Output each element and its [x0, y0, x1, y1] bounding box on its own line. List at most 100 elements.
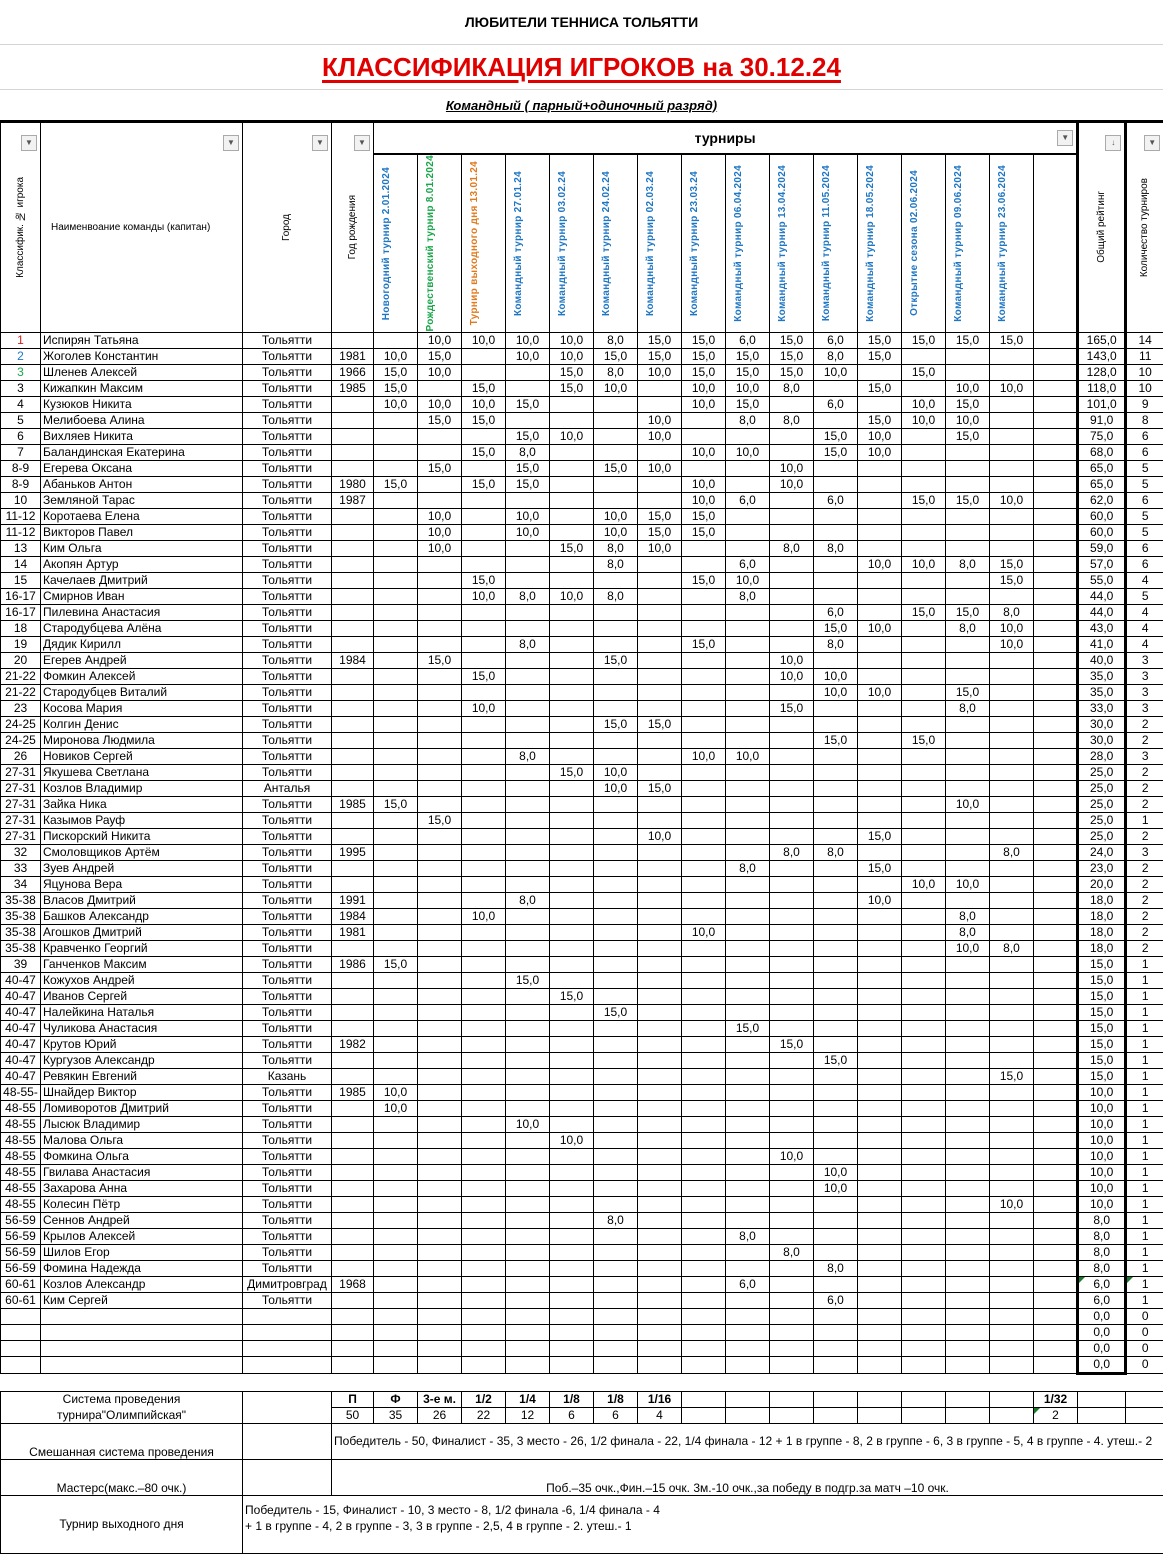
player-name: [41, 1340, 243, 1356]
tournament-header[interactable]: Командный турнир 23.06.2024: [990, 154, 1034, 332]
total-rating: 25,0: [1078, 828, 1126, 844]
tournament-label: Новогодний турнир 2.01.2024: [381, 167, 411, 320]
score-cell: [858, 1292, 902, 1308]
header-city[interactable]: ▼Город: [243, 122, 332, 333]
tournament-header[interactable]: Турнир выходного дня 13.01.24: [462, 154, 506, 332]
filter-dropdown-icon[interactable]: ▼: [1057, 130, 1073, 146]
tournament-header[interactable]: Новогодний турнир 2.01.2024: [374, 154, 418, 332]
score-cell: [374, 1116, 418, 1132]
tournament-header[interactable]: Командный турнир 24.02.24: [594, 154, 638, 332]
score-cell: [374, 1036, 418, 1052]
header-rank[interactable]: ▼Классифик. № игрока: [1, 122, 41, 333]
score-cell: 10,0: [682, 380, 726, 396]
empty-cell: [1034, 1244, 1078, 1260]
city-cell: Тольятти: [243, 764, 332, 780]
score-cell: [770, 524, 814, 540]
tournament-header[interactable]: Командный турнир 13.04.2024: [770, 154, 814, 332]
tournament-header[interactable]: Командный турнир 02.03.24: [638, 154, 682, 332]
score-cell: 15,0: [726, 364, 770, 380]
tournament-header[interactable]: Командный турнир 06.04.2024: [726, 154, 770, 332]
main-title-row: КЛАССИФИКАЦИЯ ИГРОКОВ на 30.12.24: [0, 45, 1163, 90]
score-cell: [550, 716, 594, 732]
birth-year-cell: [332, 876, 374, 892]
score-cell: [770, 988, 814, 1004]
score-cell: 15,0: [594, 348, 638, 364]
score-cell: [550, 908, 594, 924]
filter-dropdown-icon[interactable]: ▼: [354, 135, 370, 151]
score-cell: [726, 1340, 770, 1356]
score-cell: [594, 908, 638, 924]
score-cell: [902, 1260, 946, 1276]
filter-dropdown-icon[interactable]: ▼: [21, 135, 37, 151]
tournament-header[interactable]: Открытие сезона 02.06.2024: [902, 154, 946, 332]
score-cell: 8,0: [814, 844, 858, 860]
tournament-header[interactable]: Командный турнир 09.06.2024: [946, 154, 990, 332]
score-cell: 15,0: [946, 492, 990, 508]
olympic-stage: Ф: [374, 1391, 418, 1407]
birth-year-cell: 1968: [332, 1276, 374, 1292]
score-cell: [462, 364, 506, 380]
score-cell: [858, 780, 902, 796]
score-cell: [374, 1068, 418, 1084]
filter-dropdown-icon[interactable]: ▼: [312, 135, 328, 151]
subtitle: Командный ( парный+одиночный разряд): [0, 90, 1163, 120]
rank-cell: 40-47: [1, 1020, 41, 1036]
score-cell: 10,0: [858, 684, 902, 700]
player-name: Козлов Владимир: [41, 780, 243, 796]
score-cell: 15,0: [462, 572, 506, 588]
score-cell: [946, 732, 990, 748]
total-rating: 44,0: [1078, 588, 1126, 604]
header-tournaments[interactable]: турниры▼: [374, 122, 1078, 155]
sort-filter-icon[interactable]: ↓: [1105, 135, 1121, 151]
score-cell: [726, 1180, 770, 1196]
score-cell: [374, 892, 418, 908]
score-cell: 8,0: [594, 364, 638, 380]
player-name: Стародубцева Алёна: [41, 620, 243, 636]
score-cell: [638, 764, 682, 780]
score-cell: [726, 940, 770, 956]
total-rating: 10,0: [1078, 1148, 1126, 1164]
rank-cell: 11-12: [1, 524, 41, 540]
tournament-header[interactable]: Рождественский турнир 8.01.2024: [418, 154, 462, 332]
score-cell: 10,0: [374, 1100, 418, 1116]
total-rating: 18,0: [1078, 940, 1126, 956]
total-rating: 55,0: [1078, 572, 1126, 588]
tournament-header[interactable]: Командный турнир 27.01.24: [506, 154, 550, 332]
score-cell: [506, 1052, 550, 1068]
score-cell: [594, 1100, 638, 1116]
score-cell: [858, 956, 902, 972]
rank-cell: 27-31: [1, 764, 41, 780]
header-count[interactable]: ▼Количество турниров: [1126, 122, 1163, 333]
header-name[interactable]: ▼Наименвоание команды (капитан): [41, 122, 243, 333]
tournament-count: 1: [1126, 1004, 1163, 1020]
score-cell: [638, 1228, 682, 1244]
score-cell: [506, 572, 550, 588]
header-total[interactable]: ↓Общий рейтинг: [1078, 122, 1126, 333]
empty-cell: [1034, 844, 1078, 860]
score-cell: [374, 1196, 418, 1212]
score-cell: [770, 556, 814, 572]
tournament-header[interactable]: Командный турнир 11.05.2024: [814, 154, 858, 332]
tournament-header[interactable]: Командный турнир 18.05.2024: [858, 154, 902, 332]
score-cell: [682, 1228, 726, 1244]
score-cell: [902, 1324, 946, 1340]
total-rating: 25,0: [1078, 764, 1126, 780]
score-cell: [418, 764, 462, 780]
birth-year-cell: [332, 716, 374, 732]
header-year[interactable]: ▼Год рождения: [332, 122, 374, 333]
score-cell: [462, 1100, 506, 1116]
score-cell: [550, 1100, 594, 1116]
rank-cell: 27-31: [1, 812, 41, 828]
score-cell: [594, 1324, 638, 1340]
tournament-count: 6: [1126, 540, 1163, 556]
empty-cell: [1034, 508, 1078, 524]
score-cell: [990, 540, 1034, 556]
filter-dropdown-icon[interactable]: ▼: [223, 135, 239, 151]
score-cell: 15,0: [770, 348, 814, 364]
tournament-header[interactable]: Командный турнир 23.03.24: [682, 154, 726, 332]
score-cell: [858, 1116, 902, 1132]
tournament-header[interactable]: Командный турнир 03.02.24: [550, 154, 594, 332]
filter-dropdown-icon[interactable]: ▼: [1144, 135, 1160, 151]
